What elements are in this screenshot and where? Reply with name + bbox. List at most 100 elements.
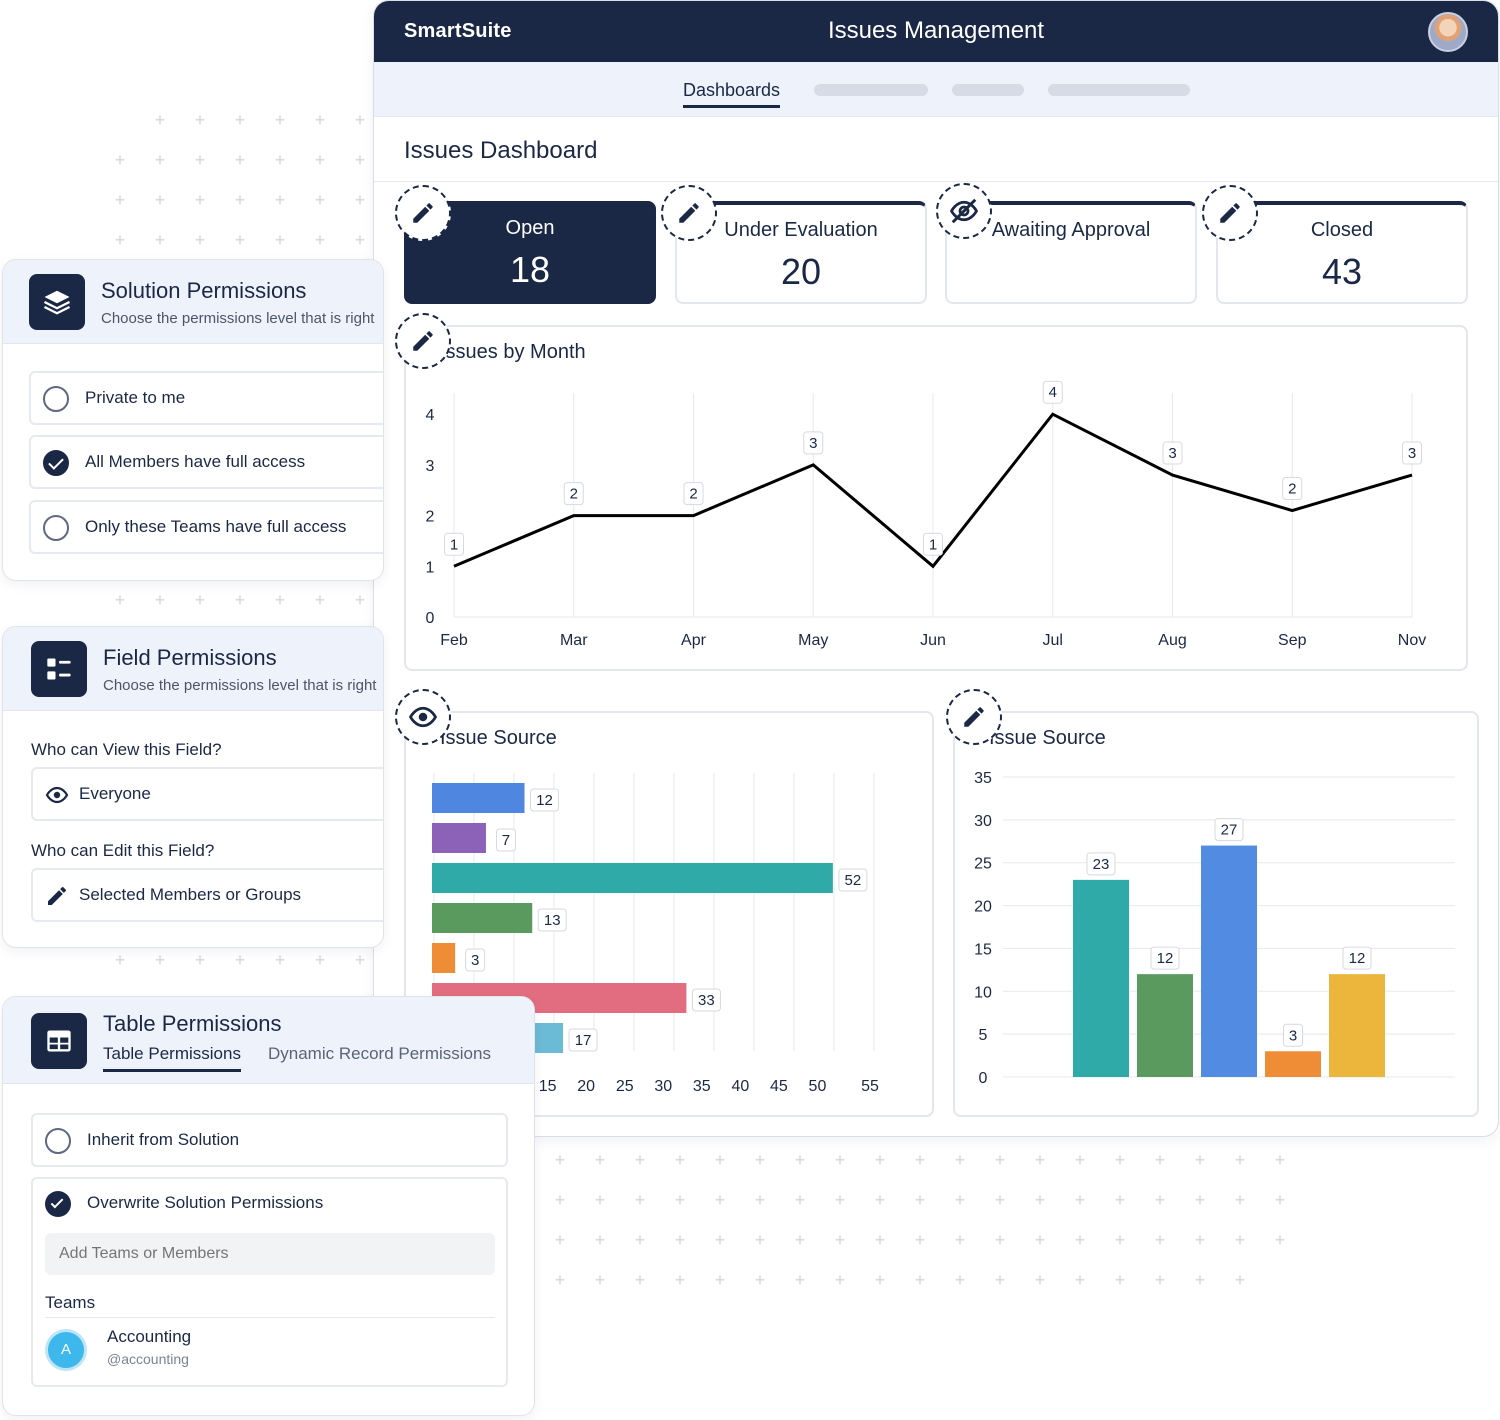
- eye-off-icon[interactable]: [936, 183, 992, 239]
- teams-label: Teams: [45, 1293, 96, 1312]
- decorative-plus-grid: + + + + + + +: [114, 950, 366, 970]
- radio-button-checked[interactable]: [45, 1191, 71, 1217]
- pencil-icon[interactable]: [661, 185, 717, 241]
- card-title: Solution Permissions: [101, 278, 307, 303]
- data-label-box: [1214, 818, 1244, 842]
- x-tick-label: Aug: [1158, 632, 1186, 649]
- bar: [1265, 1051, 1321, 1077]
- x-tick-label: Apr: [681, 632, 707, 649]
- overwrite-section: Overwrite Solution Permissions Teams A A…: [31, 1177, 508, 1387]
- y-tick-label: 35: [974, 770, 992, 787]
- stat-card-under-evaluation[interactable]: Under Evaluation 20: [675, 201, 927, 304]
- tab-dynamic-record-permissions[interactable]: Dynamic Record Permissions: [268, 1044, 491, 1063]
- pencil-icon[interactable]: [395, 313, 451, 369]
- data-label: 12: [536, 792, 553, 809]
- stat-label: Open: [505, 217, 555, 239]
- card-subtitle: Choose the permissions level that is rig…: [101, 310, 375, 327]
- view-permission-select[interactable]: Everyone: [31, 767, 383, 821]
- data-label: 3: [1168, 445, 1176, 462]
- data-label: 2: [570, 486, 578, 503]
- stat-value: 43: [1321, 251, 1363, 292]
- data-label-box: [803, 431, 824, 455]
- stat-label: Closed: [1310, 219, 1374, 241]
- data-label-box: [1162, 441, 1183, 465]
- brand-logo[interactable]: SmartSuite: [404, 20, 512, 42]
- data-label: 3: [1408, 445, 1416, 462]
- team-name[interactable]: Accounting: [107, 1327, 192, 1346]
- bar: [432, 823, 486, 853]
- data-label: 13: [544, 912, 561, 929]
- data-label-box: [568, 1028, 598, 1052]
- edit-permission-select[interactable]: Selected Members or Groups: [31, 868, 383, 922]
- y-tick-label: 10: [974, 984, 992, 1001]
- x-tick-label: May: [798, 632, 828, 649]
- data-label-box: [1342, 946, 1372, 970]
- y-tick-label: 5: [979, 1027, 988, 1044]
- x-tick-label: 25: [616, 1078, 634, 1095]
- y-tick-label: 20: [974, 899, 992, 916]
- x-tick-label: 55: [861, 1078, 879, 1095]
- eye-icon: [45, 786, 69, 804]
- stat-value: 18: [509, 249, 551, 290]
- solution-permissions-card: Solution Permissions Choose the permissi…: [2, 259, 384, 581]
- data-label-box: [1283, 1023, 1303, 1047]
- pencil-icon[interactable]: [1202, 185, 1258, 241]
- data-label-box: [1150, 946, 1180, 970]
- app-header: SmartSuite Issues Management: [374, 1, 1498, 62]
- layers-icon: [29, 274, 85, 330]
- data-label: 3: [471, 952, 479, 969]
- stat-label: Under Evaluation: [724, 219, 878, 241]
- pencil-icon[interactable]: [395, 185, 451, 241]
- x-tick-label: 15: [539, 1078, 557, 1095]
- card-title: Table Permissions: [103, 1011, 282, 1036]
- bar: [432, 863, 833, 893]
- tab-placeholder[interactable]: [952, 84, 1024, 96]
- x-tick-label: 40: [731, 1078, 749, 1095]
- stat-card-closed[interactable]: Closed 43: [1216, 201, 1468, 304]
- option-label: Only these Teams have full access: [85, 517, 347, 536]
- data-label: 3: [1289, 1027, 1297, 1044]
- data-label-box: [530, 788, 560, 812]
- bar: [432, 783, 525, 813]
- team-initial: A: [60, 1341, 71, 1358]
- data-label: 23: [1093, 856, 1110, 873]
- option-inherit[interactable]: Inherit from Solution: [31, 1113, 508, 1167]
- data-label-box: [444, 532, 464, 556]
- y-tick-label: 1: [426, 559, 435, 576]
- option-all-members[interactable]: All Members have full access: [29, 435, 383, 489]
- tab-placeholder[interactable]: [814, 84, 928, 96]
- radio-button[interactable]: [43, 515, 69, 541]
- panel-title: Issue Source: [440, 727, 557, 749]
- x-tick-label: 50: [809, 1078, 827, 1095]
- page-title: Issues Dashboard: [404, 137, 598, 164]
- option-only-teams[interactable]: Only these Teams have full access: [29, 500, 383, 554]
- tab-placeholder[interactable]: [1048, 84, 1190, 96]
- x-tick-label: Mar: [560, 632, 588, 649]
- y-tick-label: 15: [974, 941, 992, 958]
- card-title: Field Permissions: [103, 645, 277, 670]
- divider: [45, 1317, 495, 1318]
- eye-icon[interactable]: [395, 689, 451, 745]
- option-private[interactable]: Private to me: [29, 371, 383, 425]
- decorative-plus-grid: + + + + + +: [154, 110, 366, 130]
- add-teams-input[interactable]: [45, 1233, 495, 1275]
- data-label: 12: [1157, 950, 1174, 967]
- radio-button-checked[interactable]: [43, 450, 69, 476]
- data-label-box: [691, 988, 721, 1012]
- radio-button[interactable]: [45, 1128, 71, 1154]
- user-avatar[interactable]: [1428, 12, 1468, 52]
- data-label: 12: [1349, 950, 1366, 967]
- tab-dashboards[interactable]: Dashboards: [683, 80, 781, 108]
- stat-card-awaiting-approval[interactable]: Awaiting Approval: [945, 201, 1197, 304]
- radio-button[interactable]: [43, 386, 69, 412]
- data-label-box: [1402, 441, 1422, 465]
- issue-source-vbar-panel: Issue Source 0 5 10 15 20 25 30 35 23 12 27 3 12: [953, 711, 1479, 1117]
- list-icon: [31, 641, 87, 697]
- tab-table-permissions[interactable]: Table Permissions: [103, 1044, 241, 1072]
- card-subtitle: Choose the permissions level that is rig…: [103, 677, 377, 694]
- data-label-box: [1042, 380, 1063, 404]
- view-value: Everyone: [79, 784, 151, 803]
- data-label-box: [1086, 852, 1116, 876]
- pencil-icon[interactable]: [946, 689, 1002, 745]
- app-title: Issues Management: [827, 17, 1045, 44]
